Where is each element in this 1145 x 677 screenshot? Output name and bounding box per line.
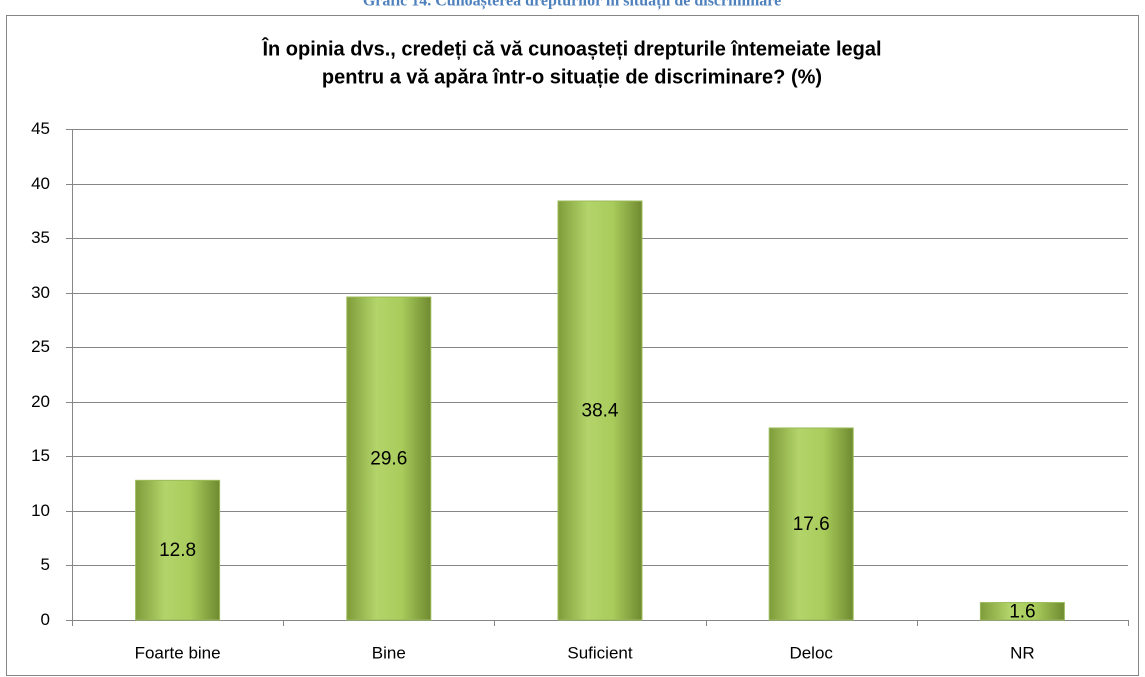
y-tick-label: 0 — [41, 610, 50, 629]
bar — [557, 200, 643, 621]
y-tick-label: 30 — [31, 283, 50, 302]
data-label: 12.8 — [159, 540, 196, 561]
data-label: 1.6 — [1009, 601, 1035, 622]
chart-border — [6, 15, 1139, 676]
bar — [346, 296, 432, 621]
chart-title: În opinia dvs., credeți că vă cunoașteți… — [261, 36, 881, 60]
chart-title: pentru a vă apăra într-o situație de dis… — [322, 66, 822, 88]
x-tick-label: Deloc — [789, 643, 833, 662]
x-tick-label: NR — [1010, 643, 1035, 662]
data-label: 17.6 — [793, 514, 830, 535]
x-tick-label: Suficient — [567, 643, 632, 662]
y-tick-label: 25 — [31, 337, 50, 356]
y-tick-label: 10 — [31, 501, 50, 520]
y-tick-label: 5 — [41, 555, 50, 574]
y-tick-label: 40 — [31, 174, 50, 193]
bar — [768, 427, 854, 621]
data-label: 38.4 — [582, 401, 619, 422]
bar — [135, 479, 221, 621]
caption: Grafic 14. Cunoașterea drepturilor în si… — [363, 0, 781, 11]
x-tick-label: Bine — [372, 643, 406, 662]
x-tick-label: Foarte bine — [135, 643, 221, 662]
y-tick-label: 20 — [31, 392, 50, 411]
y-tick-label: 35 — [31, 228, 50, 247]
y-tick-label: 45 — [31, 119, 50, 138]
y-tick-label: 15 — [31, 446, 50, 465]
data-label: 29.6 — [370, 449, 407, 470]
bar — [979, 602, 1065, 621]
